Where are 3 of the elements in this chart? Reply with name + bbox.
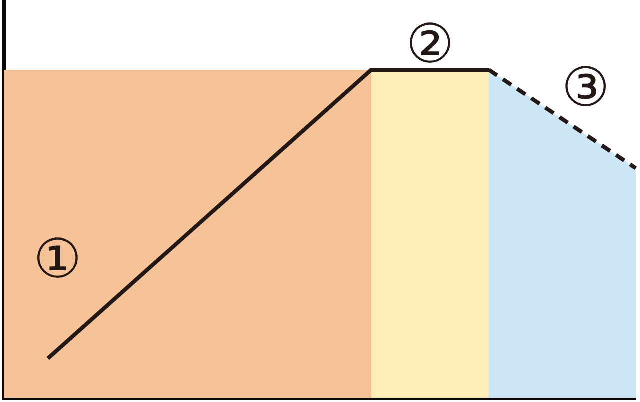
series-label: ② bbox=[406, 12, 454, 76]
series-label: ① bbox=[33, 228, 82, 290]
series-label: ③ bbox=[562, 56, 610, 120]
